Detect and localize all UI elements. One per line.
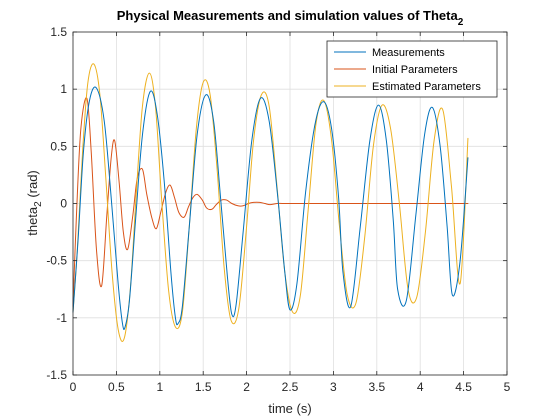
legend-label-initial-parameters: Initial Parameters	[372, 64, 458, 76]
x-tick-label: 4.5	[455, 380, 472, 394]
y-tick-label: 0.5	[50, 139, 67, 153]
y-tick-label: -1.5	[46, 368, 67, 382]
axis-ticks	[72, 31, 508, 376]
x-tick-label: 0	[70, 380, 77, 394]
x-tick-label: 1.5	[195, 380, 212, 394]
legend-label-estimated-parameters: Estimated Parameters	[372, 81, 481, 93]
tick-labels: 0 0.5 1 1.5 2 2.5 3 3.5 4 4.5 5 -1.5 -1 -0.5 0 0.5 1 1.5	[46, 25, 510, 394]
x-tick-label: 4	[417, 380, 424, 394]
x-tick-label: 3	[330, 380, 337, 394]
y-axis-label-unit: (rad)	[25, 170, 40, 201]
x-tick-label: 3.5	[368, 380, 385, 394]
y-tick-label: 0	[60, 197, 67, 211]
y-tick-label: -0.5	[46, 254, 67, 268]
y-tick-label: 1.5	[50, 25, 67, 39]
x-axis-label: time (s)	[268, 401, 311, 416]
x-tick-label: 2	[243, 380, 250, 394]
chart-title-text: Physical Measurements and simulation val…	[117, 8, 459, 23]
x-tick-label: 2.5	[282, 380, 299, 394]
legend-label-measurements: Measurements	[372, 47, 445, 59]
chart-title-subscript: 2	[458, 17, 464, 28]
x-tick-label: 1	[156, 380, 163, 394]
y-tick-label: -1	[56, 311, 67, 325]
series-line-measurements	[72, 86, 469, 330]
y-axis-label-subscript: 2	[33, 201, 44, 207]
series-line-estimated-parameters	[72, 63, 469, 342]
series-lines	[72, 63, 469, 342]
y-axis-label-text: theta	[25, 206, 40, 236]
legend: Measurements Initial Parameters Estimate…	[326, 40, 498, 98]
x-tick-label: 0.5	[108, 380, 125, 394]
y-tick-label: 1	[60, 82, 67, 96]
x-tick-label: 5	[504, 380, 511, 394]
chart-title: Physical Measurements and simulation val…	[117, 8, 464, 28]
y-axis-label: theta2 (rad)	[25, 170, 44, 236]
